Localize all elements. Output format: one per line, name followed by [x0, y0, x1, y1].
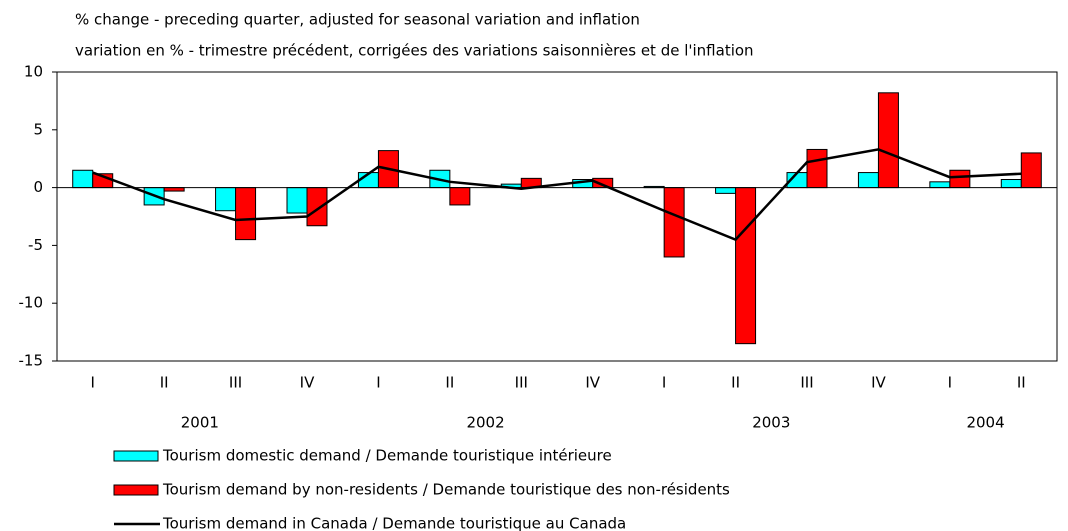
- y-tick-label: -10: [19, 294, 44, 312]
- x-tick-label: I: [90, 374, 94, 392]
- x-tick-label: I: [948, 374, 952, 392]
- x-tick-label: I: [662, 374, 666, 392]
- x-tick-label: III: [515, 374, 528, 392]
- year-label: 2001: [181, 414, 219, 432]
- bar: [735, 187, 757, 345]
- bar: [449, 187, 471, 206]
- bar: [72, 169, 94, 189]
- x-tick-label: II: [445, 374, 454, 392]
- line: [92, 148, 1022, 242]
- bar: [929, 181, 951, 189]
- x-tick-label: IV: [300, 374, 315, 392]
- bar: [877, 92, 899, 189]
- bar: [857, 172, 879, 189]
- y-tick-label: 5: [33, 120, 43, 138]
- year-label: 2003: [752, 414, 790, 432]
- x-tick-label: II: [1017, 374, 1026, 392]
- legend-label: Tourism demand in Canada / Demande touri…: [162, 515, 626, 531]
- year-label: 2004: [966, 414, 1004, 432]
- bar: [806, 148, 828, 189]
- bar: [949, 169, 971, 189]
- x-tick-label: IV: [871, 374, 886, 392]
- bar: [1000, 179, 1022, 189]
- x-tick-label: III: [229, 374, 242, 392]
- y-tick-label: 0: [33, 178, 43, 196]
- x-tick-label: II: [731, 374, 740, 392]
- plot-frame: [56, 71, 1058, 362]
- chart-title: % change - preceding quarter, adjusted f…: [75, 11, 640, 29]
- bar: [715, 187, 737, 194]
- x-tick-label: III: [800, 374, 813, 392]
- bar: [286, 187, 308, 214]
- legend-label: Tourism domestic demand / Demande touris…: [162, 447, 612, 465]
- y-tick-label: 10: [24, 63, 43, 81]
- bar: [215, 187, 237, 212]
- bar: [1020, 152, 1042, 189]
- bar: [235, 187, 257, 241]
- y-tick-label: -5: [28, 236, 43, 254]
- x-tick-label: I: [376, 374, 380, 392]
- x-tick-label: II: [160, 374, 169, 392]
- legend-swatch: [113, 450, 159, 462]
- legend-swatch: [113, 484, 159, 496]
- year-label: 2002: [466, 414, 504, 432]
- bar: [306, 187, 328, 227]
- bar: [163, 187, 185, 192]
- legend-label: Tourism demand by non-residents / Demand…: [162, 481, 730, 499]
- chart-subtitle: variation en % - trimestre précédent, co…: [75, 42, 754, 60]
- x-tick-label: IV: [585, 374, 600, 392]
- bar: [663, 187, 685, 258]
- y-tick-label: -15: [19, 352, 44, 370]
